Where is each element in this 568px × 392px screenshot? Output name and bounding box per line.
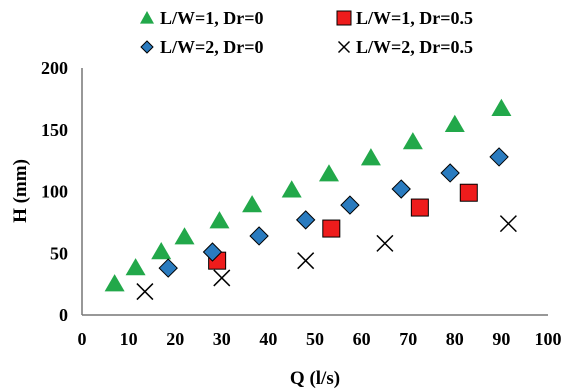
x-tick-label: 20 [166,329,184,349]
diamond-legend-icon [140,40,154,54]
triangle-point [491,98,512,116]
x-tick-label: 80 [446,329,464,349]
x-tick-label: 60 [353,329,371,349]
square-point [322,219,341,238]
cross-point [376,234,394,252]
triangle-point [174,227,195,245]
cross-point [136,283,154,301]
cross-point [499,215,517,233]
x-tick-label: 100 [535,329,562,349]
x-tick-label: 40 [259,329,277,349]
diamond-point [489,147,509,167]
y-tick-label: 0 [59,305,68,325]
square-legend-icon [336,10,352,26]
diamond-point [440,163,460,183]
y-tick-label: 150 [41,120,68,140]
legend-item: L/W=2, Dr=0.5 [337,37,473,57]
diamond-point [158,258,178,278]
triangle-point [151,242,172,260]
tick-labels: 0 10 20 30 40 50 60 70 80 90 100 0 50 100 150 200 [41,58,562,349]
diamond-point [340,195,360,215]
legend-label: L/W=2, Dr=0 [160,37,264,57]
diamond-point [202,242,223,262]
x-tick-label: 30 [213,329,231,349]
y-tick-label: 200 [41,58,68,78]
x-tick-label: 50 [306,329,324,349]
triangle-point [360,148,381,166]
triangle-point [402,132,423,150]
x-tick-label: 10 [120,329,138,349]
square-point [410,198,429,217]
diamond-point [249,226,269,246]
legend-label: L/W=1, Dr=0 [160,8,264,28]
x-axis-title: Q (l/s) [290,368,340,389]
triangle-point [104,274,125,292]
triangle-point [444,114,465,133]
triangle-point [318,164,339,182]
cross-point [213,269,231,287]
legend-label: L/W=1, Dr=0.5 [356,8,473,28]
x-tick-label: 70 [399,329,417,349]
y-tick-label: 100 [41,182,68,202]
cross-point [297,252,315,270]
y-tick-label: 50 [50,243,68,263]
x-tick-label: 0 [78,329,87,349]
triangle-point [209,211,230,229]
triangle-point [242,195,263,213]
legend-label: L/W=2, Dr=0.5 [356,37,473,57]
diamond-point [391,179,411,199]
legend-item: L/W=1, Dr=0.5 [336,8,473,28]
diamond-point [295,210,316,230]
triangle-point [125,258,146,276]
y-axis-title: H (mm) [10,159,31,223]
cross-legend-icon [337,40,351,54]
square-point [459,183,478,202]
x-tick-label: 90 [492,329,510,349]
legend: L/W=1, Dr=0 L/W=1, Dr=0.5 L/W=2, Dr=0 L/W=2… [140,8,473,57]
legend-item: L/W=1, Dr=0 [140,8,264,28]
triangle-legend-icon [140,11,154,24]
data-points [104,98,517,301]
triangle-point [281,180,302,198]
axes [81,68,548,316]
legend-item: L/W=2, Dr=0 [140,37,264,57]
